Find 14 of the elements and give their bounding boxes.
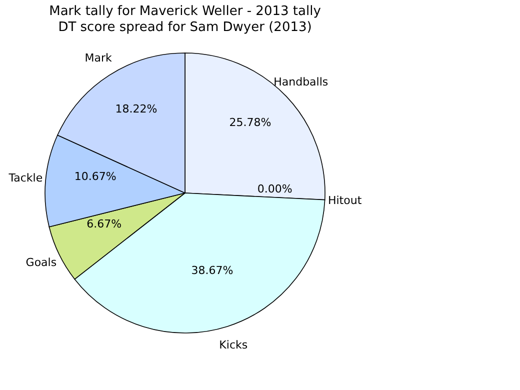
chart-title: Mark tally for Maverick Weller - 2013 tally <box>49 4 322 19</box>
slice-label: Kicks <box>219 338 248 352</box>
slice-label: Handballs <box>274 76 328 89</box>
category-label: Hitout <box>328 194 362 207</box>
slice-label: Goals <box>26 256 57 270</box>
slice-label: Tackle <box>8 171 43 184</box>
text: 0.00% <box>257 182 292 196</box>
data-label: 38.67% <box>191 264 234 277</box>
chart-subtitle: DT score spread for Sam Dwyer (2013) <box>58 20 312 35</box>
data-label: 6.67% <box>86 217 122 230</box>
data-label: 18.22% <box>115 102 158 116</box>
data-label: 10.67% <box>74 170 116 183</box>
slice-label: Mark <box>84 52 113 64</box>
data-label: 25.78% <box>229 116 272 129</box>
